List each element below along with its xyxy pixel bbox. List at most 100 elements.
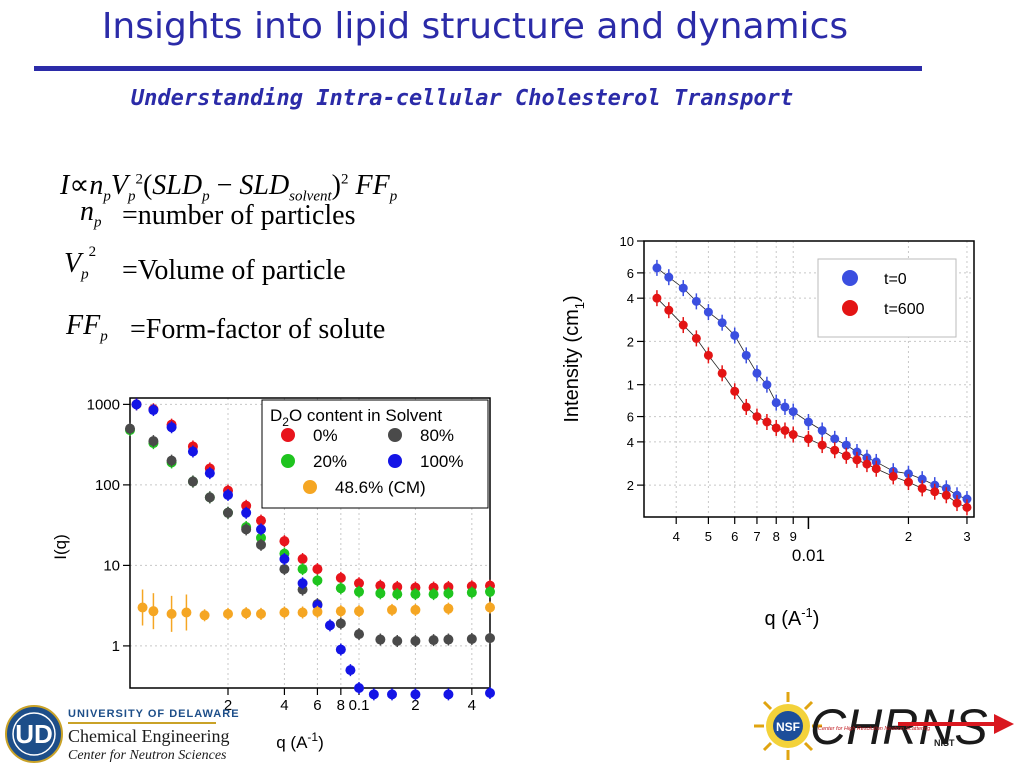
data-point (428, 635, 439, 646)
title-underline (34, 66, 922, 71)
data-point (241, 608, 252, 619)
data-point (335, 606, 346, 617)
data-point (466, 587, 477, 598)
x-axis-label-text: q (A (765, 608, 802, 630)
y-tick-label: 2 (627, 478, 634, 493)
y-tick-label: 100 (95, 477, 120, 494)
legend-title-end: O content in Solvent (289, 406, 442, 425)
data-point (443, 603, 454, 614)
chrns-subtitle: Center for High Resolution Neutron Scatt… (818, 726, 931, 732)
legend-marker (842, 300, 858, 316)
data-point (952, 498, 962, 508)
data-point (199, 610, 210, 621)
data-point (166, 455, 177, 466)
data-point (353, 578, 364, 589)
x-tick-label: 8 (773, 529, 780, 544)
eq-form-factor: FF (355, 170, 390, 201)
data-point (788, 430, 798, 440)
data-point (841, 440, 851, 450)
y-axis-label: Intensity (cm1) (561, 295, 587, 422)
data-point (166, 608, 177, 619)
y-axis-label-sub: 1 (572, 302, 587, 309)
data-point (664, 272, 674, 282)
data-point (279, 536, 290, 547)
data-point (166, 422, 177, 433)
arrow-icon (898, 714, 1014, 734)
def-ff-text: =Form-factor of solute (130, 314, 386, 345)
data-point (888, 471, 898, 481)
data-point (375, 580, 386, 591)
legend-label: t=600 (884, 301, 925, 318)
data-point (717, 368, 727, 378)
data-point (256, 524, 267, 535)
data-point (353, 606, 364, 617)
data-point (752, 412, 762, 422)
data-point (771, 423, 781, 433)
eq-form-factor-sub: p (389, 188, 398, 205)
data-point (312, 575, 323, 586)
data-point (917, 474, 927, 484)
eq-square: 2 (341, 171, 349, 188)
data-point (345, 665, 356, 676)
x-axis-label: q (A-1) (276, 730, 324, 752)
x-tick-label: 7 (753, 529, 760, 544)
data-point (222, 507, 233, 518)
def-ff-symbol: FFp (66, 310, 108, 345)
chrns-logo: NSF CHRNS Center for High Resolution Neu… (754, 692, 1014, 760)
chrns-text: CHRNS (810, 699, 988, 755)
data-point (353, 683, 364, 693)
def-np-symbol: np (80, 196, 102, 231)
data-point (312, 564, 323, 575)
y-tick-label: 1 (112, 638, 120, 655)
y-tick-label: 2 (627, 334, 634, 349)
data-point (410, 604, 421, 615)
data-point (485, 602, 495, 613)
data-point (930, 487, 940, 497)
data-point (443, 634, 454, 645)
data-point (148, 405, 159, 416)
legend-marker (281, 428, 295, 442)
eq-close-paren: ) (331, 170, 341, 201)
data-point (222, 489, 233, 500)
legend-box (817, 258, 957, 338)
x-tick-label: 2 (224, 697, 232, 714)
department-name: Chemical Engineering (68, 726, 230, 746)
data-point (131, 399, 142, 410)
x-tick-label: 0.1 (349, 697, 370, 714)
data-point (691, 333, 701, 343)
eq-proportional: ∝ (69, 170, 90, 201)
def-np-text: =number of particles (122, 200, 356, 231)
x-tick-label: 4 (673, 529, 680, 544)
data-point (730, 386, 740, 396)
slide-subtitle: Understanding Intra-cellular Cholesterol… (130, 86, 794, 111)
legend-label: t=0 (884, 271, 907, 288)
data-point (279, 607, 290, 618)
data-point (903, 477, 913, 487)
data-point (256, 608, 267, 619)
data-point (703, 350, 713, 360)
data-point (741, 402, 751, 412)
eq-minus: − (209, 170, 240, 201)
data-point (410, 689, 421, 700)
x-axis-label-end: ) (813, 608, 820, 630)
data-point (962, 502, 972, 512)
data-point (279, 554, 290, 565)
data-point (353, 629, 364, 640)
data-point (485, 688, 495, 699)
center-name: Center for Neutron Sciences (68, 748, 227, 763)
x-tick-label: 3 (963, 529, 970, 544)
data-point (830, 434, 840, 444)
x-tick-label: 6 (313, 697, 321, 714)
x-tick-label: 9 (790, 529, 797, 544)
eq-np: n (89, 170, 104, 201)
data-point (256, 515, 267, 526)
series-1 (652, 290, 972, 516)
series-3 (131, 398, 495, 701)
data-point (862, 459, 872, 469)
legend-marker (281, 454, 295, 468)
eq-vp: V (110, 170, 128, 201)
x-axis-label-sup: -1 (307, 730, 318, 744)
data-point (443, 689, 454, 700)
eq-intensity: I (60, 170, 70, 201)
legend-label: 0% (313, 426, 338, 445)
